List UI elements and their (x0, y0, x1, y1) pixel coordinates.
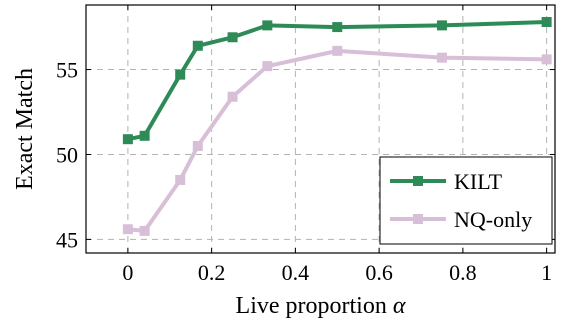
x-axis-title-text: Live proportion (236, 293, 393, 319)
data-point (262, 61, 273, 72)
data-point (122, 134, 133, 145)
x-axis-title-symbol: α (393, 293, 406, 319)
data-point (541, 54, 552, 65)
data-point (192, 140, 203, 151)
data-point (262, 20, 273, 31)
data-point (122, 224, 133, 235)
y-axis-title: Exact Match (12, 68, 38, 190)
x-tick-label: 0 (122, 260, 133, 285)
series-layer (122, 16, 552, 236)
x-tick-label: 0.8 (449, 260, 477, 285)
data-point (436, 52, 447, 63)
y-tick-label: 45 (56, 227, 78, 252)
legend-label: NQ-only (454, 207, 532, 232)
legend-swatch-marker (413, 214, 423, 224)
data-point (139, 130, 150, 141)
legend: KILT NQ-only (379, 156, 553, 245)
x-axis-title: Live proportion α (236, 293, 406, 319)
data-point (332, 45, 343, 56)
x-tick-label: 0.4 (282, 260, 310, 285)
axis-ticks: 0 0.2 0.4 0.6 0.8 1 45 50 55 (56, 5, 555, 285)
y-tick-label: 55 (56, 58, 78, 83)
data-point (227, 91, 238, 102)
x-tick-label: 0.2 (198, 260, 226, 285)
data-point (227, 32, 238, 43)
data-point (332, 22, 343, 33)
series-kilt (122, 16, 552, 145)
legend-label: KILT (454, 169, 503, 194)
data-point (139, 225, 150, 236)
x-tick-label: 0.6 (365, 260, 393, 285)
data-point (175, 69, 186, 80)
y-tick-label: 50 (56, 142, 78, 167)
data-point (541, 16, 552, 27)
data-point (192, 40, 203, 51)
legend-swatch-marker (413, 176, 423, 186)
data-point (175, 174, 186, 185)
series-line (127, 19, 547, 142)
series-nq-only (122, 45, 552, 236)
data-point (436, 20, 447, 31)
plot-frame (85, 4, 556, 254)
x-tick-label: 1 (541, 260, 552, 285)
legend-box (379, 156, 553, 245)
